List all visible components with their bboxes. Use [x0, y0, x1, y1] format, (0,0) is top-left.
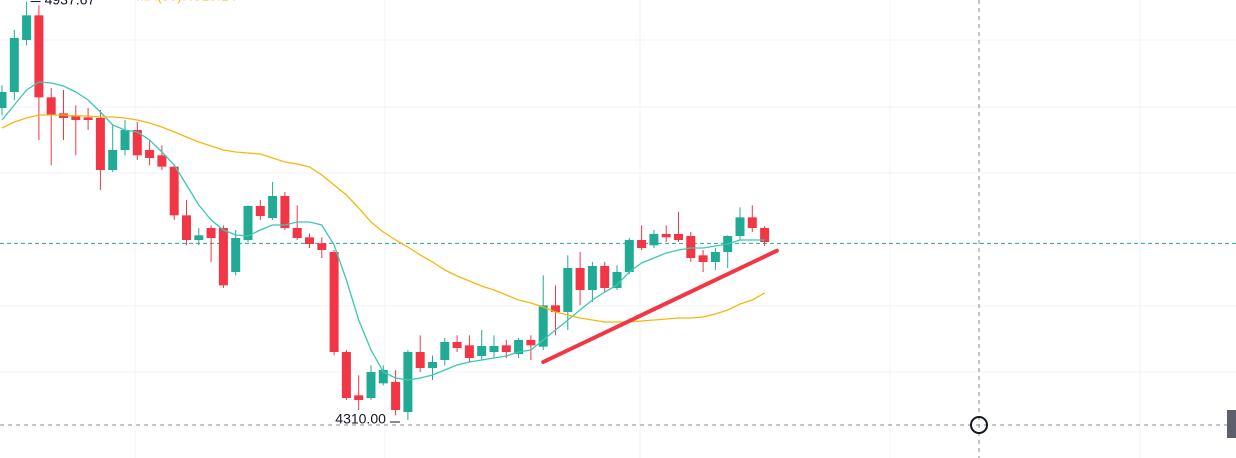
candle-body — [637, 240, 647, 248]
candle-body — [132, 130, 142, 156]
candle-body — [514, 340, 524, 354]
moving-average-line — [1, 81, 765, 381]
candle-body — [22, 15, 32, 41]
candle-body — [169, 166, 179, 216]
candle-body — [698, 255, 708, 262]
candle-body — [674, 234, 683, 240]
candle-body — [428, 362, 437, 368]
candle-body — [329, 252, 339, 352]
candle-body — [538, 305, 548, 347]
candle-body — [317, 243, 327, 250]
candle-body — [71, 115, 81, 120]
candle-body — [182, 215, 191, 240]
candle-body — [255, 206, 265, 216]
candle-body — [501, 345, 511, 352]
annotation-label: 4310.00 — [335, 411, 386, 427]
candle-body — [145, 150, 155, 158]
candle-body — [59, 113, 68, 118]
candle-body — [649, 234, 659, 246]
candle-body — [686, 236, 696, 258]
candle-body — [551, 305, 560, 312]
candle-body — [108, 150, 118, 170]
candle-body — [34, 15, 44, 98]
candle-body — [305, 237, 314, 244]
candle-body — [0, 92, 7, 108]
candle-body — [624, 240, 634, 272]
candle-body — [378, 370, 388, 384]
candle-body — [243, 206, 253, 240]
candle-body — [341, 352, 351, 398]
candle-body — [747, 217, 757, 228]
candle-body — [440, 342, 450, 360]
candle-body — [83, 117, 93, 120]
candle-body — [366, 372, 376, 398]
candle-body — [292, 228, 302, 238]
candle-body — [46, 97, 56, 116]
candle-body — [464, 345, 474, 358]
candle-body — [218, 228, 228, 286]
candle-body — [661, 234, 671, 238]
crosshair-cursor — [970, 416, 988, 434]
candle-body — [760, 228, 770, 242]
candle-body — [403, 352, 413, 412]
candle-body — [157, 155, 167, 167]
axis-label-box — [1227, 410, 1236, 438]
candle-body — [575, 268, 585, 290]
candle-body — [587, 266, 597, 290]
candle-body — [391, 382, 401, 410]
candle-body — [280, 196, 290, 228]
candle-body — [194, 235, 204, 240]
candle-body — [268, 196, 278, 218]
candle-body — [452, 342, 462, 348]
candle-body — [95, 118, 105, 170]
candle-body — [206, 228, 216, 238]
candle-body — [612, 272, 622, 288]
trendline — [541, 248, 779, 364]
candle-body — [735, 217, 745, 236]
candle-body — [526, 340, 536, 346]
candle-body — [415, 352, 425, 368]
ma-legend: MA(30):4515.14 — [136, 0, 237, 4]
candle-body — [231, 238, 241, 272]
candle-body — [354, 395, 364, 400]
candle-body — [563, 268, 573, 312]
candle-body — [120, 130, 130, 150]
candle-body — [600, 266, 610, 288]
annotation-label: 4937.67 — [45, 0, 96, 7]
candle-body — [477, 346, 487, 356]
candle-body — [9, 38, 19, 92]
candle-body — [489, 346, 499, 352]
moving-average-line — [1, 114, 765, 323]
candle-body — [710, 252, 720, 262]
